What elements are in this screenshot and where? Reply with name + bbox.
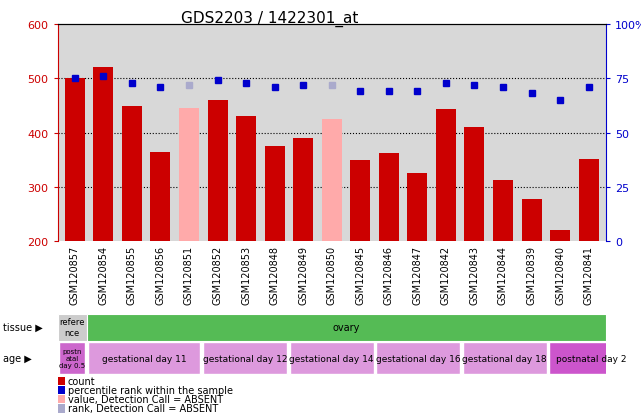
Text: GSM120840: GSM120840 — [555, 245, 565, 304]
Bar — [550, 231, 570, 242]
Bar — [522, 199, 542, 242]
Bar — [59, 342, 85, 374]
Bar — [293, 139, 313, 242]
Text: refere
nce: refere nce — [60, 318, 85, 337]
Text: tissue ▶: tissue ▶ — [3, 322, 43, 332]
Bar — [436, 109, 456, 242]
Text: GSM120848: GSM120848 — [270, 245, 279, 304]
Text: GSM120853: GSM120853 — [241, 245, 251, 304]
Text: GSM120854: GSM120854 — [98, 245, 108, 304]
Bar — [203, 342, 287, 374]
Bar — [122, 107, 142, 242]
Bar — [579, 159, 599, 242]
Text: GSM120849: GSM120849 — [298, 245, 308, 304]
Text: gestational day 11: gestational day 11 — [102, 354, 187, 363]
Bar — [88, 342, 201, 374]
Text: GSM120841: GSM120841 — [583, 245, 594, 304]
Text: postn
atal
day 0.5: postn atal day 0.5 — [59, 348, 85, 368]
Bar — [463, 342, 547, 374]
Bar — [151, 152, 171, 242]
Text: GSM120846: GSM120846 — [384, 245, 394, 304]
Bar — [322, 120, 342, 242]
Text: postnatal day 2: postnatal day 2 — [556, 354, 626, 363]
Bar — [65, 79, 85, 242]
Text: gestational day 14: gestational day 14 — [290, 354, 374, 363]
Text: GDS2203 / 1422301_at: GDS2203 / 1422301_at — [181, 10, 358, 26]
Text: GSM120845: GSM120845 — [355, 245, 365, 304]
Bar — [290, 342, 374, 374]
Text: GSM120844: GSM120844 — [498, 245, 508, 304]
Text: age ▶: age ▶ — [3, 354, 32, 363]
Text: value, Detection Call = ABSENT: value, Detection Call = ABSENT — [68, 394, 223, 404]
Bar — [179, 109, 199, 242]
Text: GSM120857: GSM120857 — [70, 245, 80, 304]
Bar — [379, 153, 399, 242]
Text: GSM120842: GSM120842 — [441, 245, 451, 304]
Text: GSM120843: GSM120843 — [469, 245, 479, 304]
Text: GSM120847: GSM120847 — [412, 245, 422, 304]
Text: GSM120851: GSM120851 — [184, 245, 194, 304]
Bar — [265, 147, 285, 242]
Bar — [94, 68, 113, 242]
Bar — [58, 314, 87, 341]
Text: GSM120852: GSM120852 — [213, 245, 222, 304]
Text: GSM120839: GSM120839 — [526, 245, 537, 304]
Bar — [549, 342, 633, 374]
Text: rank, Detection Call = ABSENT: rank, Detection Call = ABSENT — [68, 404, 218, 413]
Bar — [465, 128, 485, 242]
Bar — [236, 117, 256, 242]
Text: percentile rank within the sample: percentile rank within the sample — [68, 385, 233, 395]
Text: gestational day 16: gestational day 16 — [376, 354, 461, 363]
Text: ovary: ovary — [333, 322, 360, 332]
Text: count: count — [68, 376, 96, 386]
Text: GSM120850: GSM120850 — [327, 245, 337, 304]
Bar — [350, 160, 370, 242]
Text: gestational day 12: gestational day 12 — [203, 354, 287, 363]
Bar — [408, 174, 428, 242]
Text: GSM120855: GSM120855 — [127, 245, 137, 304]
Text: gestational day 18: gestational day 18 — [462, 354, 547, 363]
Bar — [493, 181, 513, 242]
Bar — [208, 101, 228, 242]
Text: GSM120856: GSM120856 — [156, 245, 165, 304]
Bar — [376, 342, 460, 374]
